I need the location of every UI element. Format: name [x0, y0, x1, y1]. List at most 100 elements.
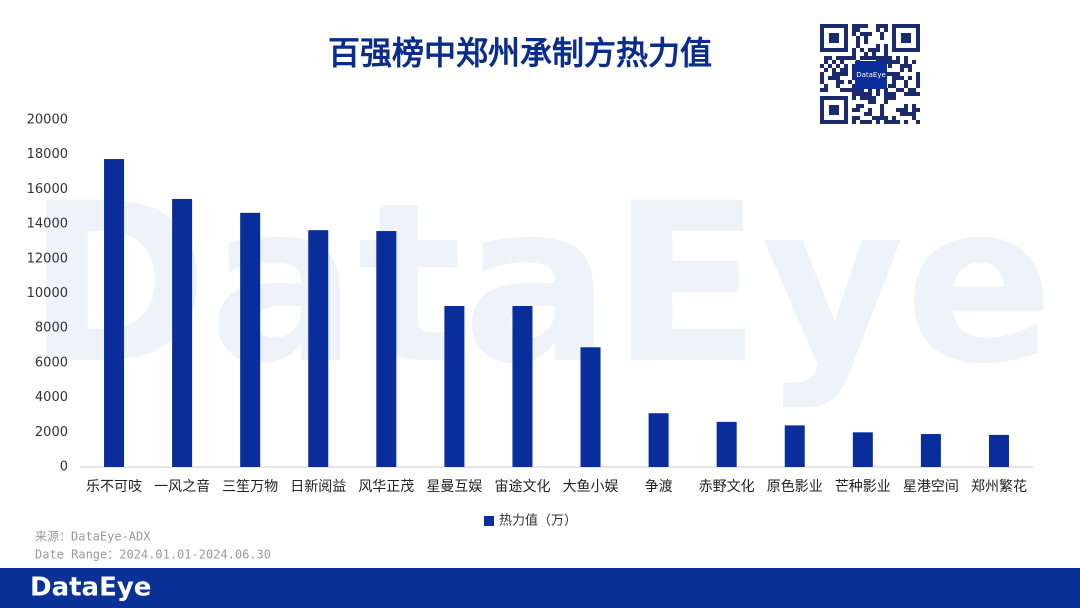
x-tick-label: 星曼互娱	[426, 479, 482, 495]
x-tick-label: 乐不可吱	[86, 479, 142, 495]
qr-cell	[916, 76, 920, 80]
bar	[852, 432, 873, 467]
qr-cell	[864, 36, 868, 40]
qr-cell	[852, 84, 856, 88]
qr-cell	[880, 36, 884, 40]
y-tick-label: 18000	[27, 147, 68, 162]
qr-cell	[912, 60, 916, 64]
qr-cell	[888, 96, 892, 100]
qr-cell	[852, 116, 856, 120]
qr-cell	[828, 64, 832, 68]
qr-cell	[896, 76, 900, 80]
qr-cell	[856, 92, 860, 96]
qr-cell	[916, 80, 920, 84]
qr-cell	[824, 60, 828, 64]
qr-cell	[852, 52, 856, 56]
qr-cell	[916, 84, 920, 88]
qr-cell	[880, 108, 884, 112]
qr-cell	[824, 88, 828, 92]
qr-cell	[860, 48, 864, 52]
qr-cell	[892, 92, 896, 96]
qr-cell	[884, 28, 888, 32]
qr-cell	[888, 92, 892, 96]
qr-cell	[908, 64, 912, 68]
qr-cell	[892, 96, 896, 100]
qr-cell	[852, 28, 856, 32]
qr-cell	[856, 88, 860, 92]
qr-cell	[872, 48, 876, 52]
qr-cell	[888, 72, 892, 76]
footer-logo: DataEye	[30, 573, 151, 603]
footer-bar	[0, 568, 1080, 608]
qr-cell	[888, 120, 892, 124]
y-tick-label: 4000	[35, 390, 68, 405]
qr-cell	[832, 68, 836, 72]
x-tick-label: 日新阅益	[290, 479, 346, 495]
qr-cell	[880, 24, 884, 28]
qr-cell	[868, 108, 872, 112]
qr-cell	[868, 120, 872, 124]
qr-cell	[912, 104, 916, 108]
qr-cell	[844, 72, 848, 76]
qr-cell	[884, 92, 888, 96]
qr-cell	[864, 112, 868, 116]
qr-cell	[884, 52, 888, 56]
qr-cell	[888, 84, 892, 88]
bar	[580, 347, 601, 467]
qr-cell	[892, 76, 896, 80]
qr-cell	[844, 56, 848, 60]
qr-cell	[852, 24, 856, 28]
qr-cell	[832, 76, 836, 80]
qr-cell	[856, 28, 860, 32]
qr-cell	[856, 116, 860, 120]
qr-cell	[856, 108, 860, 112]
y-tick-label: 2000	[35, 425, 68, 440]
qr-finder	[892, 24, 920, 52]
qr-cell	[916, 92, 920, 96]
qr-cell	[852, 92, 856, 96]
qr-cell	[852, 72, 856, 76]
qr-cell	[876, 48, 880, 52]
qr-cell	[848, 88, 852, 92]
qr-cell	[860, 32, 864, 36]
qr-cell	[856, 36, 860, 40]
qr-cell	[844, 64, 848, 68]
qr-cell	[852, 96, 856, 100]
qr-cell	[852, 32, 856, 36]
qr-cell	[876, 92, 880, 96]
qr-cell	[904, 108, 908, 112]
qr-cell	[896, 56, 900, 60]
qr-cell	[868, 88, 872, 92]
qr-cell	[840, 80, 844, 84]
qr-cell	[864, 92, 868, 96]
qr-cell	[896, 120, 900, 124]
bar	[172, 198, 193, 467]
qr-cell	[844, 68, 848, 72]
qr-cell	[912, 88, 916, 92]
qr-cell	[912, 108, 916, 112]
qr-cell	[824, 56, 828, 60]
y-tick-label: 6000	[35, 355, 68, 370]
qr-cell	[868, 48, 872, 52]
x-tick-label: 争渡	[645, 479, 673, 495]
qr-cell	[876, 24, 880, 28]
qr-cell	[904, 112, 908, 116]
qr-cell	[900, 112, 904, 116]
bar	[376, 231, 397, 467]
bar	[716, 421, 737, 467]
qr-finder	[901, 33, 911, 43]
qr-cell	[904, 104, 908, 108]
qr-cell	[880, 32, 884, 36]
qr-cell	[824, 84, 828, 88]
qr-cell	[912, 92, 916, 96]
qr-cell	[904, 84, 908, 88]
qr-cell	[896, 108, 900, 112]
qr-cell	[852, 64, 856, 68]
qr-cell	[852, 88, 856, 92]
qr-cell	[852, 120, 856, 124]
qr-cell	[904, 92, 908, 96]
qr-cell	[860, 56, 864, 60]
qr-cell	[876, 28, 880, 32]
qr-cell	[916, 72, 920, 76]
qr-cell	[828, 76, 832, 80]
